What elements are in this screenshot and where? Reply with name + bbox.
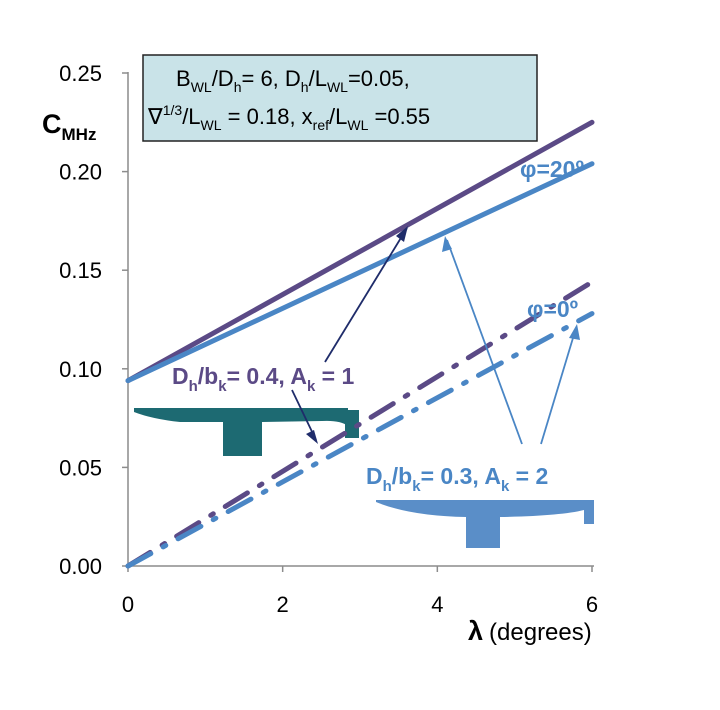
arrow-to-phi20-blue <box>446 239 523 445</box>
arrow-to-phi0-blue <box>540 327 577 445</box>
annotation-arrows <box>291 226 580 445</box>
series-line-2 <box>125 161 595 384</box>
parameter-box-frame <box>142 54 538 142</box>
y-axis-ticks: 0.00 0.05 0.10 0.15 0.20 0.25 <box>59 61 128 579</box>
hull-section-a-image <box>134 408 359 456</box>
geometry-b-label: Dh/bk= 0.3, Ak = 2 <box>366 463 548 495</box>
arrow-head-phi20-blue <box>442 236 452 252</box>
arrow-to-phi20-purple <box>324 227 408 363</box>
x-tick-label: 6 <box>586 592 598 617</box>
y-tick-label: 0.20 <box>59 160 102 185</box>
hull-section-b-image <box>376 500 594 548</box>
arrow-head-phi0-blue <box>569 324 580 340</box>
y-tick-label: 0.05 <box>59 455 102 480</box>
y-tick-label: 0.00 <box>59 554 102 579</box>
series-line-1 <box>125 119 595 384</box>
x-axis-ticks: 0 2 4 6 <box>122 566 598 617</box>
parameter-box: BWL/Dh= 6, Dh/LWL=0.05, ∇1/3/LWL = 0.18,… <box>142 54 538 142</box>
x-tick-label: 2 <box>277 592 289 617</box>
y-tick-label: 0.15 <box>59 258 102 283</box>
series-line-3 <box>125 279 595 569</box>
phi20-label: φ=20º <box>520 156 584 182</box>
arrow-head-phi20-purple <box>396 226 408 242</box>
phi0-label: φ=0º <box>527 296 578 322</box>
geometry-a-label: Dh/bk= 0.4, Ak = 1 <box>172 363 354 395</box>
x-tick-label: 4 <box>431 592 443 617</box>
parameter-box-line1: BWL/Dh= 6, Dh/LWL=0.05, <box>176 66 410 95</box>
series-line-4 <box>125 311 595 569</box>
y-axis-label: CMHz <box>42 109 96 144</box>
data-series <box>125 119 595 569</box>
parameter-box-line2: ∇1/3/LWL = 0.18, xref/LWL =0.55 <box>147 102 430 133</box>
x-tick-label: 0 <box>122 592 134 617</box>
arrow-head-phi0-purple <box>306 430 318 444</box>
x-axis-label: λ (degrees) <box>468 616 592 646</box>
y-tick-label: 0.25 <box>59 61 102 86</box>
y-tick-label: 0.10 <box>59 357 102 382</box>
